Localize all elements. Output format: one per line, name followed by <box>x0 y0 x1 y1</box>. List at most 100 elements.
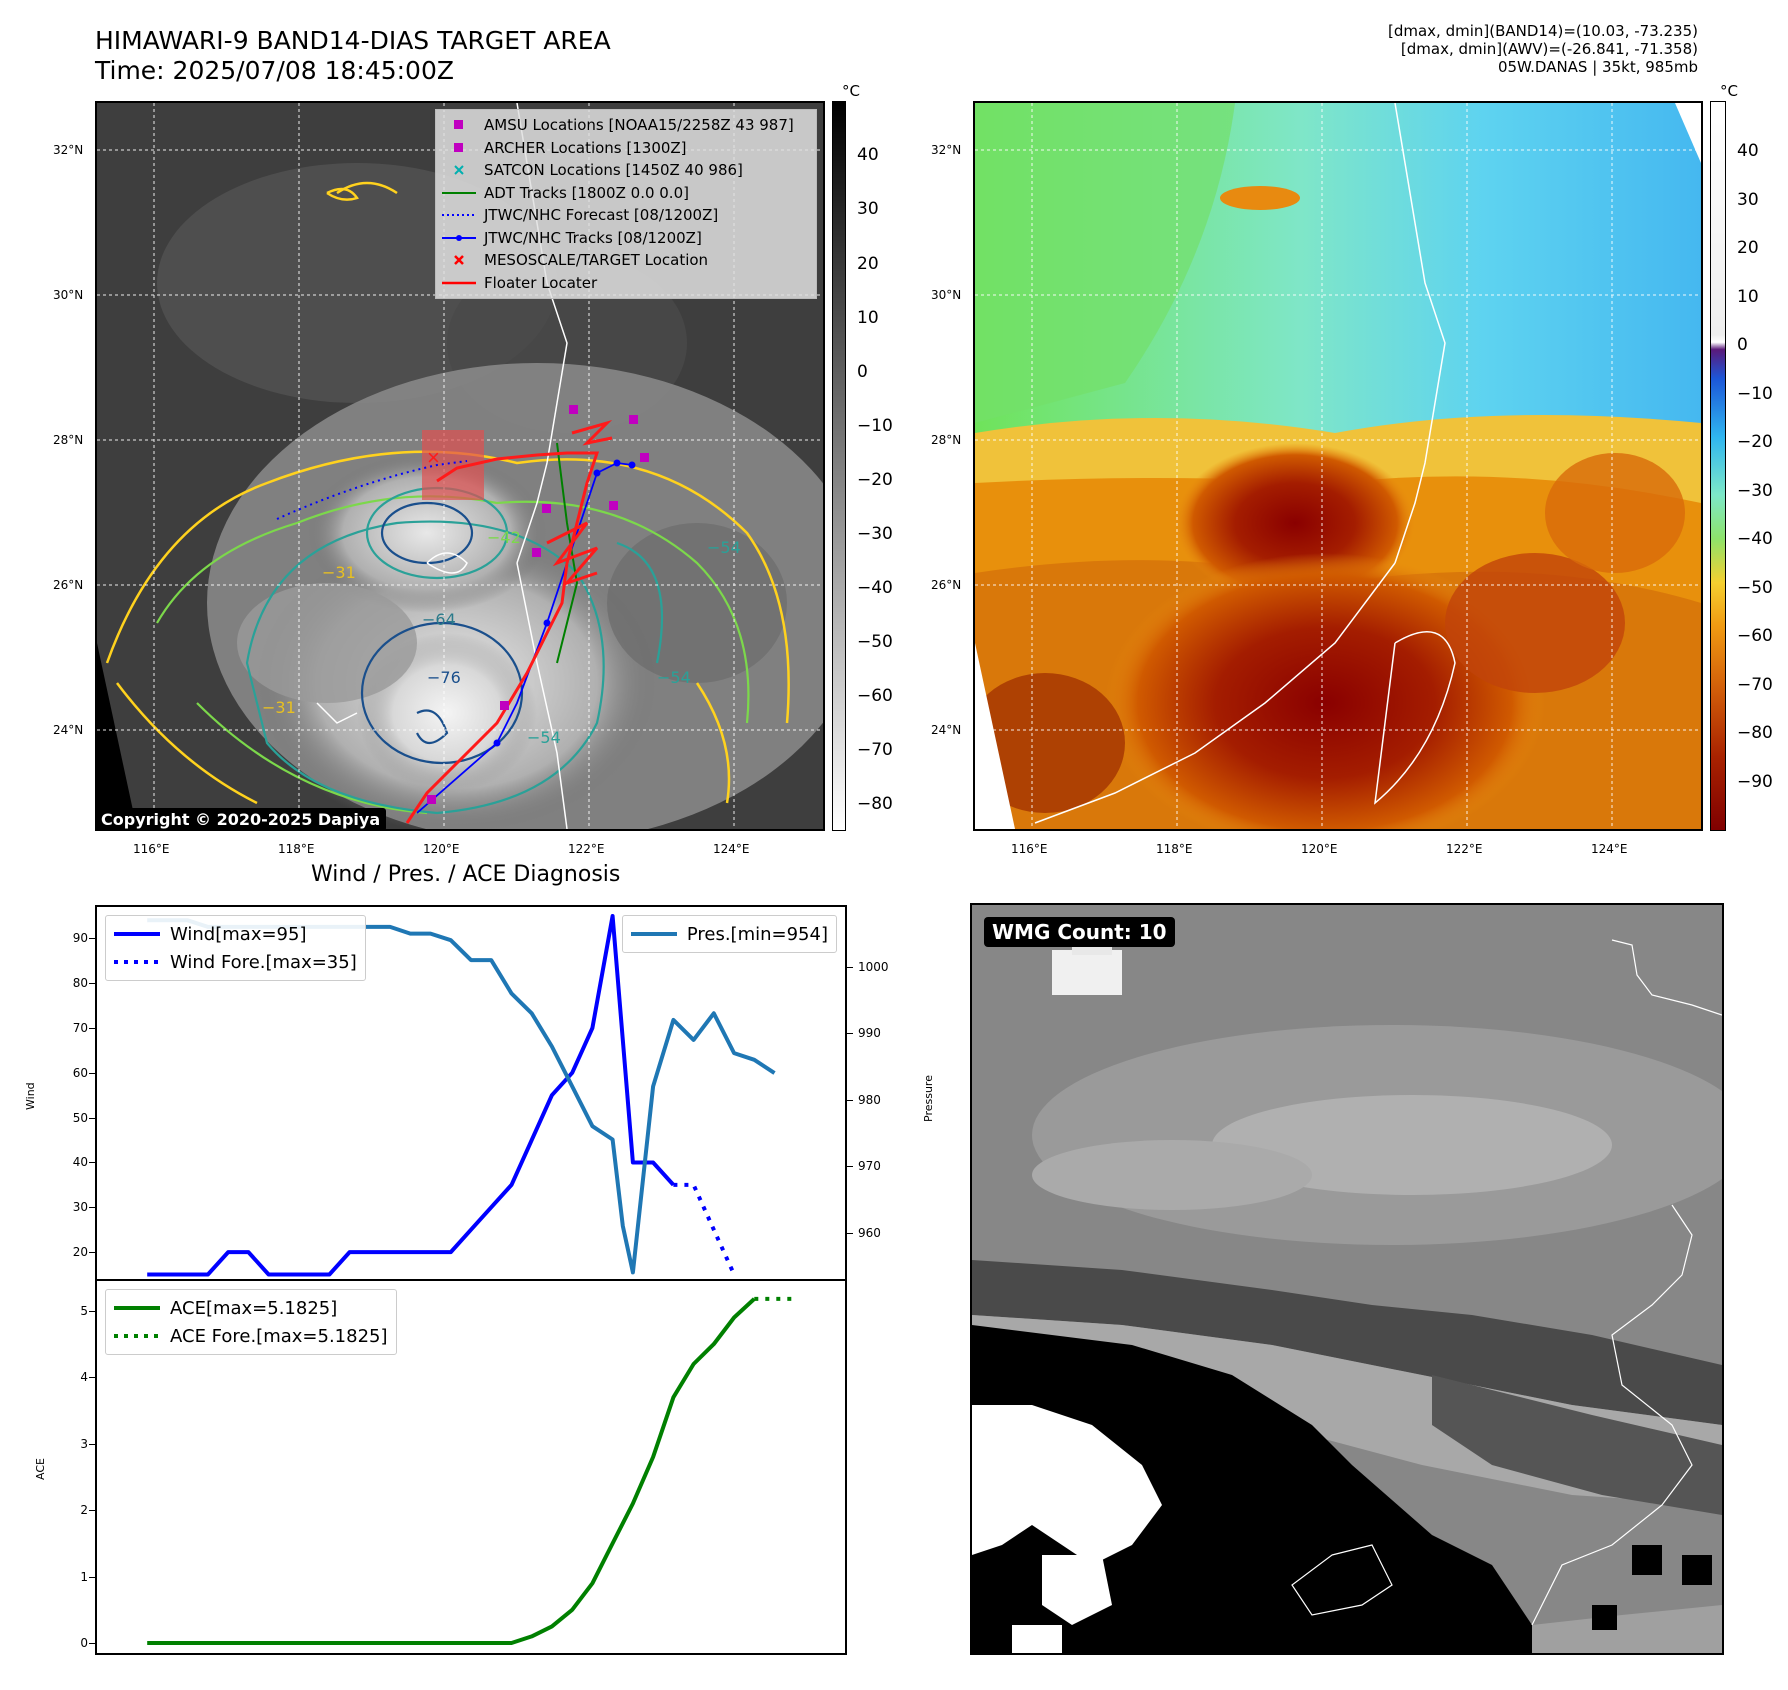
legend-item-target: MESOSCALE/TARGET Location <box>442 249 810 272</box>
wind-ytick: 50 <box>72 1110 88 1125</box>
dotted-line-icon <box>114 960 160 964</box>
legend-label: ACE[max=5.1825] <box>170 1297 338 1319</box>
ace-tick-mark <box>89 1643 95 1645</box>
legend-label: ARCHER Locations [1300Z] <box>484 138 687 157</box>
contour-label: −76 <box>427 668 461 687</box>
wind-tick-mark <box>89 1117 95 1119</box>
line-marker-icon <box>442 280 476 286</box>
legend-item-jtwc-tracks: JTWC/NHC Tracks [08/1200Z] <box>442 227 810 250</box>
legend-label: AMSU Locations [NOAA15/2258Z 43 987] <box>484 116 794 135</box>
wind-tick-mark <box>89 1162 95 1164</box>
wind-ytick: 70 <box>72 1021 88 1035</box>
x-marker-icon <box>442 254 476 266</box>
colorbar-tick: −10 <box>857 416 893 436</box>
colorbar-tick: 40 <box>1737 141 1759 161</box>
wind-line <box>147 914 675 1277</box>
solid-line-icon <box>114 932 160 936</box>
wind-tick-mark <box>89 1207 95 1209</box>
colorbar-tick: −70 <box>857 740 893 760</box>
colorbar-tick: 40 <box>857 145 879 165</box>
contour-label: −54 <box>527 728 561 747</box>
pressure-ytick: 990 <box>858 1026 881 1041</box>
colorbar-tick: −60 <box>1737 626 1773 646</box>
ir-map-panel: × −64 −76 −54 −31 −54 −54 −31 −42 AMSU L… <box>95 101 825 831</box>
wind-legend: Wind[max=95] Wind Fore.[max=35] <box>105 915 366 981</box>
wv-colorbar <box>1710 101 1726 831</box>
info-line-2: [dmax, dmin](AWV)=(-26.841, -71.358) <box>1400 40 1698 58</box>
wind-tick-mark <box>89 1252 95 1254</box>
lon-tick: 120°E <box>1301 842 1338 856</box>
ace-line <box>147 1297 756 1645</box>
legend-item-satcon: SATCON Locations [1450Z 40 986] <box>442 159 810 182</box>
wind-axis-label: Wind <box>24 1082 37 1110</box>
legend-label: SATCON Locations [1450Z 40 986] <box>484 161 743 180</box>
svg-text:×: × <box>427 445 440 470</box>
colorbar-tick: −80 <box>1737 723 1773 743</box>
legend-item-amsu: AMSU Locations [NOAA15/2258Z 43 987] <box>442 114 810 137</box>
wind-tick-mark <box>89 1072 95 1074</box>
colorbar-tick: −90 <box>1737 772 1773 792</box>
square-marker-icon <box>442 142 476 153</box>
ace-axis-label: ACE <box>34 1458 47 1480</box>
lat-tick: 24°N <box>53 723 84 737</box>
ace-svg <box>147 1296 795 1645</box>
title-line-1: HIMAWARI-9 BAND14-DIAS TARGET AREA <box>95 26 611 55</box>
legend-label: Wind[max=95] <box>170 923 307 945</box>
wmg-count-badge: WMG Count: 10 <box>984 917 1175 947</box>
colorbar-tick: 20 <box>1737 238 1759 258</box>
lon-tick: 116°E <box>133 842 170 856</box>
ace-chart: ACE[max=5.1825] ACE Fore.[max=5.1825] <box>95 1279 847 1655</box>
line-marker-icon <box>442 190 476 196</box>
copyright-badge: Copyright © 2020-2025 Dapiya <box>97 808 387 829</box>
wind-tick-mark <box>89 938 95 940</box>
legend-item-wind-fore: Wind Fore.[max=35] <box>114 948 357 976</box>
legend-item-ace-fore: ACE Fore.[max=5.1825] <box>114 1322 388 1350</box>
wind-pres-chart: Wind[max=95] Wind Fore.[max=35] Pres.[mi… <box>95 905 847 1281</box>
legend-label: Floater Locater <box>484 273 598 292</box>
contour-label: −54 <box>657 668 691 687</box>
ace-tick-mark <box>89 1310 95 1312</box>
colorbar-tick: −50 <box>1737 578 1773 598</box>
legend-item-floater: Floater Locater <box>442 272 810 295</box>
wind-ytick: 30 <box>72 1200 88 1215</box>
title-line-2: Time: 2025/07/08 18:45:00Z <box>95 56 454 85</box>
colorbar-tick: −50 <box>857 632 893 652</box>
figure-title: HIMAWARI-9 BAND14-DIAS TARGET AREA Time:… <box>95 26 611 86</box>
pres-legend: Pres.[min=954] <box>621 915 837 953</box>
colorbar-tick: −40 <box>1737 529 1773 549</box>
ace-ytick: 2 <box>80 1503 88 1518</box>
legend-label: Wind Fore.[max=35] <box>170 951 357 973</box>
ace-ytick: 3 <box>80 1436 88 1451</box>
lat-tick: 30°N <box>931 288 962 302</box>
colorbar-tick: −40 <box>857 578 893 598</box>
wv-map-image <box>975 103 1701 829</box>
colorbar-tick: −30 <box>857 524 893 544</box>
contour-label: −64 <box>422 610 456 629</box>
ace-legend: ACE[max=5.1825] ACE Fore.[max=5.1825] <box>105 1289 397 1355</box>
legend-label: Pres.[min=954] <box>686 923 828 945</box>
lon-tick: 116°E <box>1011 842 1048 856</box>
square-marker-icon <box>442 120 476 130</box>
colorbar-tick: −20 <box>1737 432 1773 452</box>
dotted-line-icon <box>114 1334 160 1338</box>
wind-ytick: 80 <box>72 976 88 991</box>
pressure-tick-mark <box>847 1232 853 1234</box>
info-line-3: 05W.DANAS | 35kt, 985mb <box>1497 58 1698 76</box>
stats-info: [dmax, dmin](BAND14)=(10.03, -73.235) [d… <box>1388 22 1698 76</box>
wind-ytick: 60 <box>72 1065 88 1080</box>
legend-item-jtwc-forecast: JTWC/NHC Forecast [08/1200Z] <box>442 204 810 227</box>
colorbar-tick: −20 <box>857 470 893 490</box>
ace-ytick: 1 <box>80 1569 88 1584</box>
colorbar-tick: 10 <box>857 308 879 328</box>
pressure-ytick: 980 <box>858 1092 881 1107</box>
solid-line-icon <box>114 1306 160 1310</box>
colorbar-tick: −70 <box>1737 675 1773 695</box>
pressure-ytick: 960 <box>858 1225 881 1240</box>
wind-forecast-line <box>673 1182 736 1276</box>
ace-tick-mark <box>89 1443 95 1445</box>
x-marker-icon <box>442 164 476 176</box>
wind-ytick: 20 <box>72 1245 88 1260</box>
lon-tick: 122°E <box>1446 842 1483 856</box>
lon-tick: 124°E <box>713 842 750 856</box>
colorbar-tick: 0 <box>857 362 868 382</box>
